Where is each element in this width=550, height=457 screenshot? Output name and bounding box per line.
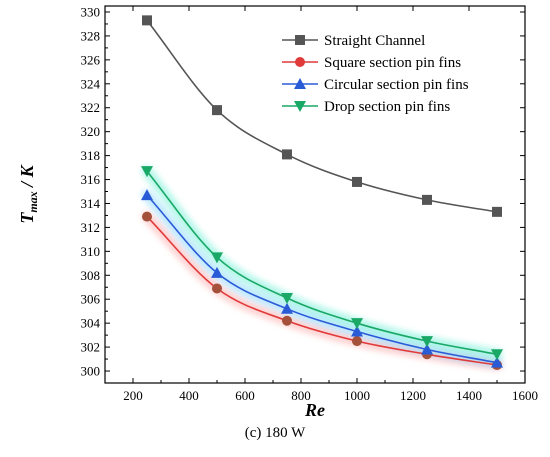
y-axis-title-subscript: max — [26, 191, 40, 212]
legend-label: Drop section pin fins — [324, 99, 450, 115]
data-point-marker — [282, 149, 292, 160]
data-point-marker — [281, 293, 293, 305]
legend-label: Straight Channel — [324, 33, 425, 49]
y-tick-label: 328 — [81, 28, 101, 43]
data-point-marker — [422, 194, 432, 205]
data-point-marker — [211, 252, 223, 264]
data-point-marker — [141, 166, 153, 178]
legend-label: Circular section pin fins — [324, 77, 469, 93]
y-axis-title-main: T — [17, 212, 37, 224]
data-point-marker — [295, 57, 305, 67]
y-tick-label: 324 — [81, 76, 101, 91]
data-point-marker — [491, 349, 503, 361]
data-point-marker — [141, 189, 153, 201]
data-point-marker — [282, 315, 292, 326]
data-point-marker — [142, 15, 152, 26]
y-tick-label: 304 — [81, 316, 101, 331]
data-point-marker — [421, 343, 433, 355]
data-point-marker — [492, 206, 502, 217]
x-tick-label: 400 — [179, 388, 199, 403]
data-point-marker — [142, 211, 152, 222]
x-tick-label: 200 — [123, 388, 143, 403]
y-tick-label: 326 — [81, 52, 101, 67]
data-point-marker — [294, 101, 306, 112]
series-line — [146, 194, 498, 364]
data-point-marker — [295, 35, 305, 45]
x-tick-label: 1400 — [456, 388, 482, 403]
y-tick-label: 300 — [81, 364, 101, 379]
y-tick-label: 316 — [81, 172, 101, 187]
x-tick-label: 600 — [235, 388, 255, 403]
confidence-glow-layer — [141, 165, 503, 371]
y-tick-label: 312 — [81, 220, 101, 235]
data-point-marker — [211, 266, 223, 278]
data-point-marker — [351, 318, 363, 330]
data-point-marker — [294, 78, 306, 89]
data-point-marker — [352, 176, 362, 187]
y-tick-label: 308 — [81, 268, 101, 283]
y-tick-label: 330 — [81, 4, 101, 19]
series-line — [146, 19, 498, 213]
figure-caption: (c) 180 W — [244, 425, 306, 441]
x-tick-label: 1200 — [400, 388, 426, 403]
y-tick-label: 310 — [81, 244, 101, 259]
x-tick-label: 1000 — [344, 388, 370, 403]
data-point-marker — [212, 283, 222, 294]
data-point-marker — [351, 325, 363, 337]
y-tick-label: 306 — [81, 292, 101, 307]
x-tick-label: 800 — [291, 388, 311, 403]
data-point-marker — [352, 336, 362, 347]
y-tick-label: 314 — [81, 196, 101, 211]
y-tick-label: 318 — [81, 148, 101, 163]
x-axis-title: Re — [304, 400, 325, 420]
data-point-marker — [421, 336, 433, 348]
y-axis-title: Tmax / K — [17, 163, 40, 223]
data-point-marker — [281, 302, 293, 314]
plot-frame — [104, 5, 526, 384]
y-tick-label: 322 — [81, 100, 101, 115]
legend-label: Square section pin fins — [324, 55, 461, 71]
legend: Straight Channel Square section pin fins C… — [282, 33, 469, 115]
x-tick-label: 1600 — [512, 388, 538, 403]
data-point-marker — [212, 105, 222, 116]
y-tick-label: 320 — [81, 124, 101, 139]
data-point-marker — [491, 356, 503, 368]
series-layer — [141, 15, 503, 371]
axes-layer: 200 400 600 800 1000 1200 1400 1600 300 302 304 306… — [81, 4, 539, 403]
y-axis-title-unit: / K — [17, 163, 37, 191]
y-tick-label: 302 — [81, 340, 101, 355]
